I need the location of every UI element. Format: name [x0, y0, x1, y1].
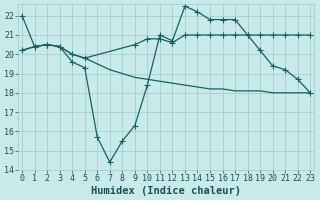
X-axis label: Humidex (Indice chaleur): Humidex (Indice chaleur) — [91, 186, 241, 196]
